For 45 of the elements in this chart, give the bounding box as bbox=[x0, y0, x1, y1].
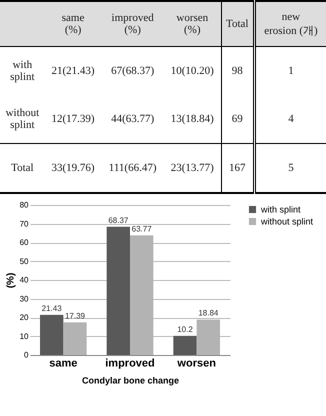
data-label: 17.39 bbox=[64, 311, 86, 320]
data-label: 63.77 bbox=[132, 224, 152, 234]
x-tick-label: same bbox=[49, 358, 78, 370]
text: 23(13.77) bbox=[164, 144, 222, 193]
data-label: 68.37 bbox=[108, 216, 129, 225]
text: Total bbox=[0, 144, 45, 193]
text: new erosion (개) bbox=[254, 1, 326, 46]
text: worsen (%) bbox=[164, 1, 222, 46]
x-axis-title: Condylar bone change bbox=[82, 376, 180, 386]
x-tick-label: improved bbox=[105, 358, 155, 370]
data-label: 18.84 bbox=[198, 308, 219, 318]
legend-label: without splint bbox=[260, 216, 314, 226]
y-tick-label: 30 bbox=[20, 294, 30, 304]
text: 5 bbox=[254, 144, 326, 193]
text: 13(18.84) bbox=[170, 112, 215, 127]
y-tick-label: 50 bbox=[20, 256, 30, 266]
y-tick-label: 80 bbox=[20, 200, 30, 210]
text: with splint bbox=[9, 58, 36, 85]
y-tick-label: 0 bbox=[24, 350, 30, 360]
text: without splint bbox=[4, 106, 40, 133]
text: 10(10.20) bbox=[170, 64, 215, 79]
y-axis-title: (%) bbox=[6, 272, 17, 288]
text: 1 bbox=[254, 46, 326, 95]
text: 4 bbox=[254, 95, 326, 144]
y-tick-label: 20 bbox=[20, 313, 30, 322]
text: 33(19.76) bbox=[44, 144, 102, 193]
text: 167 bbox=[221, 144, 254, 193]
y-tick-label: 40 bbox=[20, 276, 30, 284]
text: 44(63.77) bbox=[110, 112, 156, 127]
text: improved (%) bbox=[101, 1, 164, 46]
text: 69 bbox=[221, 95, 254, 144]
data-label: 21.43 bbox=[42, 304, 62, 313]
text: 98 bbox=[221, 46, 254, 95]
text: 67(68.37) bbox=[110, 64, 156, 79]
y-tick-label: 60 bbox=[20, 238, 30, 247]
y-tick-label: 10 bbox=[20, 332, 30, 341]
text: 21(21.43) bbox=[50, 64, 96, 79]
legend-label: with splint bbox=[260, 204, 302, 214]
text: 111(66.47) bbox=[101, 144, 164, 193]
text: 12(17.39) bbox=[50, 112, 96, 127]
x-tick-label: worsen bbox=[176, 358, 216, 370]
y-tick-label: 70 bbox=[20, 219, 30, 228]
text: Total bbox=[221, 1, 254, 46]
text: same (%) bbox=[44, 1, 102, 46]
data-label: 10.2 bbox=[177, 324, 194, 334]
